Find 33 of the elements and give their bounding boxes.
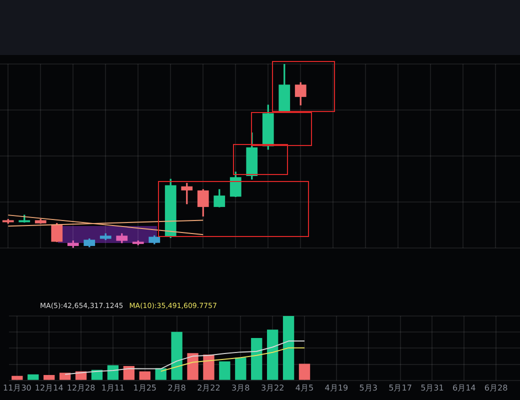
x-tick-label: 3月8 xyxy=(232,383,250,392)
x-tick-label: 3月22 xyxy=(260,383,284,392)
x-tick-label: 12月14 xyxy=(34,383,64,392)
bar xyxy=(298,364,310,380)
bar xyxy=(107,365,119,380)
bar xyxy=(171,332,182,380)
bar xyxy=(203,354,214,380)
x-tick-label: 2月22 xyxy=(197,383,220,392)
bar xyxy=(123,366,135,380)
x-tick-label: 6月28 xyxy=(484,383,508,392)
bar xyxy=(219,361,230,380)
bar xyxy=(59,372,71,380)
bar xyxy=(28,374,39,380)
bar xyxy=(139,371,150,380)
x-tick-label: 6月14 xyxy=(452,383,476,392)
x-tick-label: 1月25 xyxy=(133,383,157,392)
x-tick-label: 11月30 xyxy=(3,383,32,392)
x-tick-label: 5月3 xyxy=(359,383,378,392)
x-tick-label: 4月19 xyxy=(324,383,348,392)
bar xyxy=(235,358,246,380)
x-tick-label: 12月28 xyxy=(66,383,96,392)
bar xyxy=(251,338,262,380)
x-tick-label: 5月31 xyxy=(420,383,444,392)
x-tick-label: 5月17 xyxy=(388,383,412,392)
bar xyxy=(44,375,55,380)
bar xyxy=(12,376,23,380)
bar xyxy=(155,368,166,380)
x-tick-label: 2月8 xyxy=(168,383,186,392)
bar xyxy=(187,353,198,380)
bar xyxy=(282,316,294,380)
x-tick-label: 4月5 xyxy=(295,383,314,392)
x-tick-label: 1月11 xyxy=(101,383,125,392)
bar xyxy=(266,330,278,380)
